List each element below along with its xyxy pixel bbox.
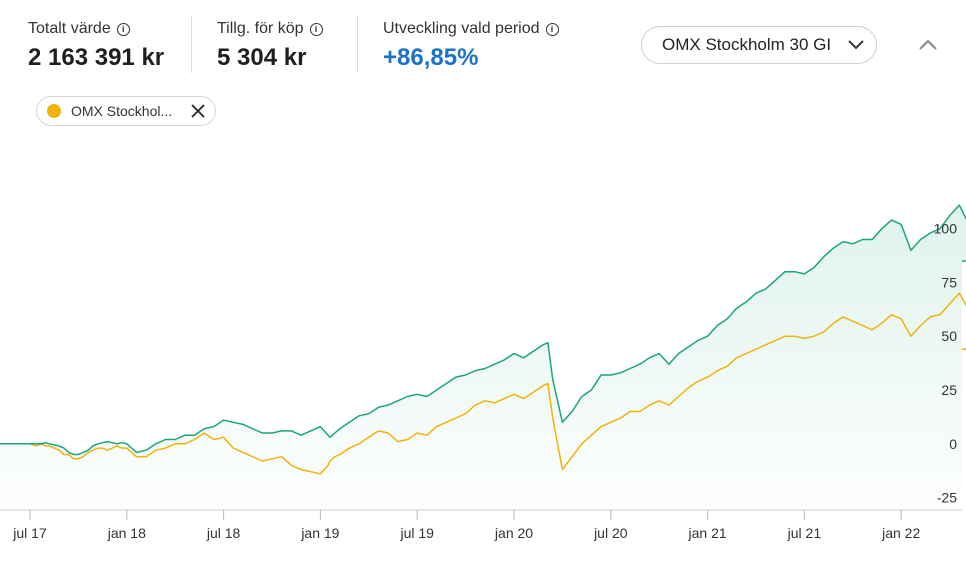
x-tick-label: jan 22 xyxy=(881,525,920,541)
kpi-total-value-label: Totalt värde xyxy=(28,20,111,37)
kpi-available-amount: 5 304 kr xyxy=(217,44,307,71)
x-tick-label: jul 21 xyxy=(787,525,822,541)
kpi-development-label: Utveckling vald period xyxy=(383,20,540,37)
x-tick-label: jul 17 xyxy=(12,525,47,541)
kpi-available: Tillg. för köp i 5 304 kr xyxy=(217,20,323,72)
kpi-development-percent: +86,85% xyxy=(383,44,479,71)
chevron-down-icon xyxy=(848,40,864,50)
y-tick-label: -25 xyxy=(937,490,957,506)
y-tick-label: 75 xyxy=(941,274,957,290)
comparison-chip[interactable]: OMX Stockhol... xyxy=(36,96,216,126)
info-icon[interactable]: i xyxy=(545,22,559,36)
portfolio-area xyxy=(0,205,966,510)
info-icon[interactable]: i xyxy=(116,22,130,36)
x-tick-label: jan 18 xyxy=(107,525,146,541)
index-select-value: OMX Stockholm 30 GI xyxy=(662,35,832,54)
kpi-development: Utveckling vald period i +86,85% xyxy=(383,20,559,72)
kpi-total-value: Totalt värde i 2 163 391 kr xyxy=(28,20,164,72)
y-tick-label: 0 xyxy=(949,436,957,452)
divider xyxy=(357,16,358,73)
index-line xyxy=(0,292,966,475)
close-icon[interactable] xyxy=(189,102,207,120)
x-tick-label: jul 20 xyxy=(593,525,628,541)
index-select[interactable]: OMX Stockholm 30 GI xyxy=(641,26,877,64)
info-icon[interactable]: i xyxy=(309,22,323,36)
x-tick-label: jul 19 xyxy=(399,525,434,541)
chevron-up-icon xyxy=(919,39,937,50)
divider xyxy=(191,16,192,73)
x-tick-label: jul 18 xyxy=(206,525,241,541)
performance-chart: jul 17 jan 18 jul 18 jan 19 jul 19 jan 20 jul … xyxy=(0,204,966,541)
kpi-total-value-amount: 2 163 391 kr xyxy=(28,44,165,71)
kpi-row: Totalt värde i 2 163 391 kr Tillg. för k… xyxy=(0,0,966,90)
y-tick-label: 25 xyxy=(941,382,957,398)
index-color-dot xyxy=(47,104,61,118)
x-tick-label: jan 20 xyxy=(494,525,533,541)
kpi-available-label-row: Tillg. för köp i xyxy=(217,20,323,38)
collapse-button[interactable] xyxy=(916,34,940,56)
x-tick-label: jan 19 xyxy=(300,525,339,541)
kpi-available-label: Tillg. för köp xyxy=(217,20,304,37)
kpi-total-value-label-row: Totalt värde i xyxy=(28,20,164,38)
x-tick-label: jan 21 xyxy=(688,525,727,541)
portfolio-line xyxy=(0,204,966,456)
comparison-chip-label: OMX Stockhol... xyxy=(71,103,173,119)
kpi-development-label-row: Utveckling vald period i xyxy=(383,20,559,38)
y-tick-label: 50 xyxy=(941,328,957,344)
y-tick-label: 100 xyxy=(934,221,958,237)
